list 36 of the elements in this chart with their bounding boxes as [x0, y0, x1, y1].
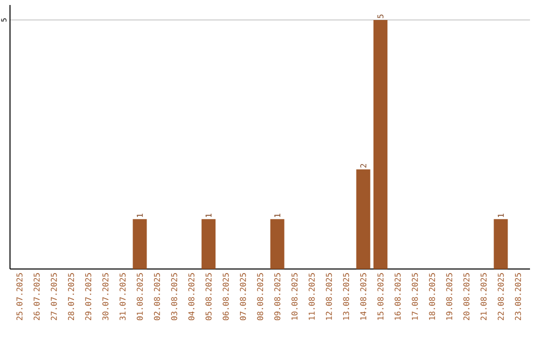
x-tick-label: 07.08.2025: [240, 273, 246, 320]
x-tick-label: 06.08.2025: [222, 273, 229, 320]
x-tick-label: 21.08.2025: [480, 273, 487, 320]
x-tick-label: 31.07.2025: [120, 273, 126, 320]
x-tick-label: 26.07.2025: [34, 273, 40, 320]
x-tick-label: 25.07.2025: [16, 273, 22, 320]
data-label: 5: [377, 14, 384, 18]
x-tick-label: 09.08.2025: [274, 273, 280, 320]
x-tick-label: 16.08.2025: [394, 273, 401, 320]
data-label: 1: [206, 214, 212, 218]
x-tick-label: 22.08.2025: [498, 273, 504, 320]
x-tick-label: 11.08.2025: [308, 273, 315, 320]
x-tick-label: 02.08.2025: [154, 273, 160, 320]
x-tick-label: 15.08.2025: [377, 273, 384, 320]
x-tick-label: 29.07.2025: [85, 273, 92, 320]
data-label: 1: [136, 214, 143, 218]
x-tick-label: 13.08.2025: [343, 273, 350, 320]
x-tick-label: 23.08.2025: [514, 273, 521, 320]
x-tick-label: 14.08.2025: [360, 273, 366, 320]
x-tick-label: 08.08.2025: [257, 273, 264, 320]
data-label: 1: [498, 214, 504, 218]
x-tick-label: 10.08.2025: [291, 273, 298, 320]
data-label: 1: [274, 214, 280, 218]
x-tick-label: 30.07.2025: [102, 273, 108, 320]
x-tick-label: 03.08.2025: [171, 273, 178, 320]
x-tick-label: 17.08.2025: [412, 273, 418, 320]
x-tick-label: 19.08.2025: [446, 273, 452, 320]
x-tick-label: 20.08.2025: [463, 273, 470, 320]
x-tick-label: 01.08.2025: [136, 273, 143, 320]
x-tick-label: 18.08.2025: [428, 273, 436, 320]
x-tick-label: 27.07.2025: [50, 273, 57, 320]
x-tick-label: 28.07.2025: [68, 273, 74, 320]
x-tick-label: 04.08.2025: [188, 273, 194, 320]
x-tick-label: 05.08.2025: [206, 273, 212, 320]
x-tick-label: 12.08.2025: [326, 273, 332, 320]
data-label: 2: [360, 164, 366, 168]
